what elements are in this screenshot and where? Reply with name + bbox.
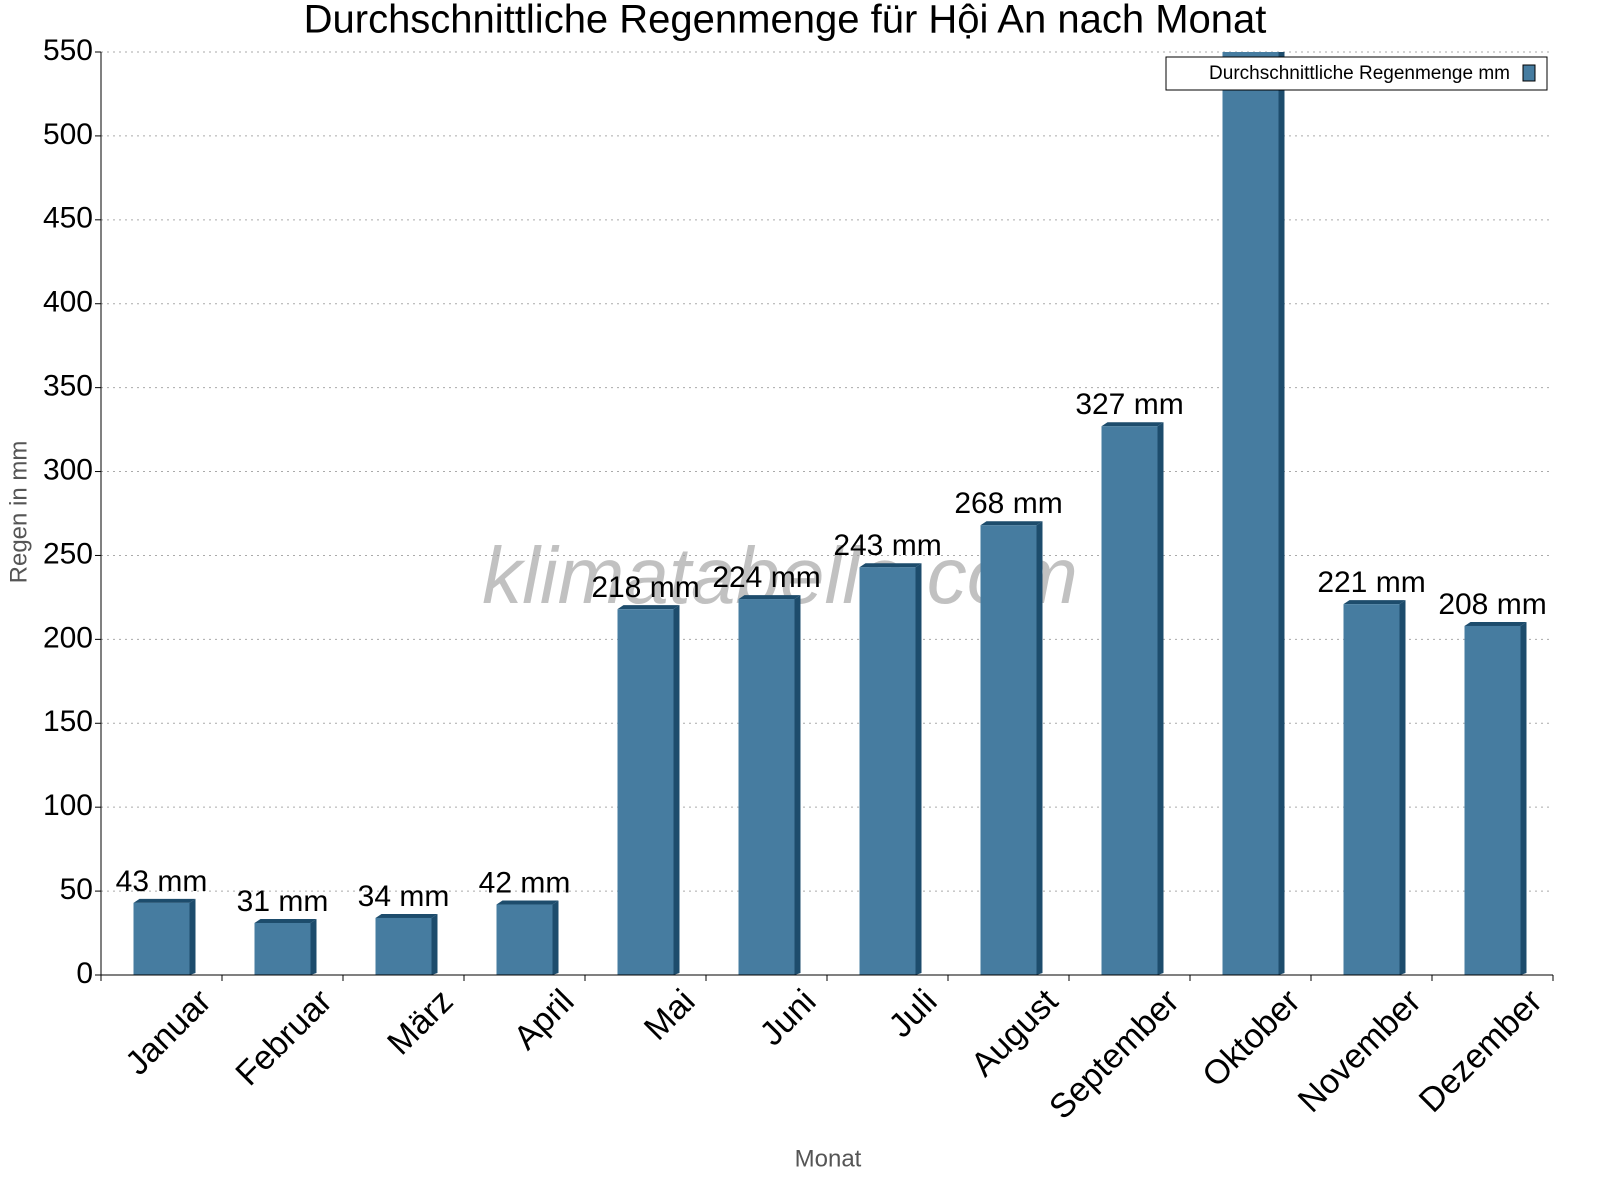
value-labels: 43 mm 31 mm 34 mm 42 mm 218 mm 224 mm 243 mm 26…: [116, 388, 1547, 918]
bar: [1464, 621, 1527, 975]
x-tick-label: März: [380, 982, 460, 1062]
x-tick-label: September: [1042, 982, 1186, 1126]
bar: [254, 918, 317, 975]
value-label: 31 mm: [237, 885, 329, 918]
bar-top: [1343, 600, 1406, 605]
x-tick-label: Mai: [637, 982, 703, 1048]
bar-front: [1222, 52, 1279, 975]
x-tick-label: Dezember: [1412, 982, 1550, 1120]
y-tick-label: 350: [43, 370, 93, 403]
bar-side: [915, 563, 922, 975]
bar-front: [738, 599, 795, 975]
y-tick-label: 0: [76, 957, 93, 990]
bar: [133, 898, 196, 975]
value-label: 268 mm: [954, 487, 1062, 520]
bar-front: [1101, 426, 1158, 975]
bar-top: [980, 521, 1043, 526]
x-tick-label: November: [1291, 982, 1429, 1120]
bar-side: [310, 918, 317, 975]
bar-top: [375, 913, 438, 918]
value-label: 218 mm: [591, 571, 699, 604]
y-tick-label: 300: [43, 453, 93, 486]
y-tick-label: 250: [43, 537, 93, 570]
value-label: 43 mm: [116, 865, 208, 898]
bar-front: [980, 525, 1037, 975]
bar-front: [1464, 625, 1521, 975]
bar-side: [673, 605, 680, 975]
value-label: 327 mm: [1075, 388, 1183, 421]
bar: [980, 521, 1043, 975]
bar-side: [431, 913, 438, 975]
y-tick-label: 200: [43, 621, 93, 654]
bar: [859, 563, 922, 975]
bar-side: [794, 595, 801, 975]
bar-side: [552, 900, 559, 975]
bar: [617, 605, 680, 975]
y-tick-label: 450: [43, 202, 93, 235]
y-axis-title: Regen in mm: [5, 441, 32, 584]
bar-front: [254, 922, 311, 975]
value-label: 208 mm: [1438, 588, 1546, 621]
bar-side: [1520, 621, 1527, 975]
x-tick-label: Januar: [118, 982, 218, 1082]
x-tick-label: Februar: [228, 982, 339, 1093]
bar-front: [133, 902, 190, 975]
bar-top: [1464, 621, 1527, 626]
bar-top: [254, 918, 317, 923]
bar-side: [1399, 600, 1406, 975]
legend-box: [1165, 56, 1548, 91]
bar: [496, 900, 559, 975]
y-tick-label: 150: [43, 705, 93, 738]
bar-side: [189, 898, 196, 975]
legend-swatch: [1522, 64, 1536, 82]
y-tick-label: 400: [43, 286, 93, 319]
x-tick-label: Juli: [882, 982, 945, 1045]
bar: [1101, 422, 1164, 975]
y-tick-label: 550: [43, 34, 93, 67]
bar-front: [496, 904, 553, 975]
x-axis-title: Monat: [795, 1145, 862, 1172]
bar-top: [617, 605, 680, 610]
bar-top: [1101, 422, 1164, 427]
x-tick-label: April: [507, 982, 582, 1057]
bar-front: [375, 917, 432, 975]
bar-front: [1343, 604, 1400, 975]
bar-side: [1036, 521, 1043, 975]
bars: [133, 52, 1527, 975]
value-label: 42 mm: [479, 866, 571, 899]
grid: [101, 51, 1553, 976]
bar-front: [859, 567, 916, 975]
bar-top: [859, 563, 922, 568]
value-label: 221 mm: [1317, 566, 1425, 599]
value-label: 34 mm: [358, 880, 450, 913]
chart-title: Durchschnittliche Regenmenge für Hội An …: [304, 0, 1267, 42]
y-tick-label: 500: [43, 118, 93, 151]
x-tick-label: August: [964, 982, 1066, 1084]
bar: [738, 595, 801, 975]
bar-top: [496, 900, 559, 905]
bar: [375, 913, 438, 975]
bar: [1222, 52, 1285, 975]
bar-side: [1157, 422, 1164, 975]
bar-front: [617, 609, 674, 975]
y-tick-label: 100: [43, 789, 93, 822]
x-tick-label: Juni: [753, 982, 824, 1053]
x-tick-label: Oktober: [1195, 982, 1307, 1094]
legend: Durchschnittliche Regenmenge mm: [1165, 56, 1548, 91]
bar-side: [1278, 52, 1285, 975]
bar: [1343, 600, 1406, 975]
value-label: 224 mm: [712, 561, 820, 594]
legend-label: Durchschnittliche Regenmenge mm: [1209, 63, 1510, 84]
y-tick-label: 50: [60, 873, 93, 906]
value-label: 243 mm: [833, 529, 941, 562]
bar-top: [738, 595, 801, 600]
bar-top: [133, 898, 196, 903]
